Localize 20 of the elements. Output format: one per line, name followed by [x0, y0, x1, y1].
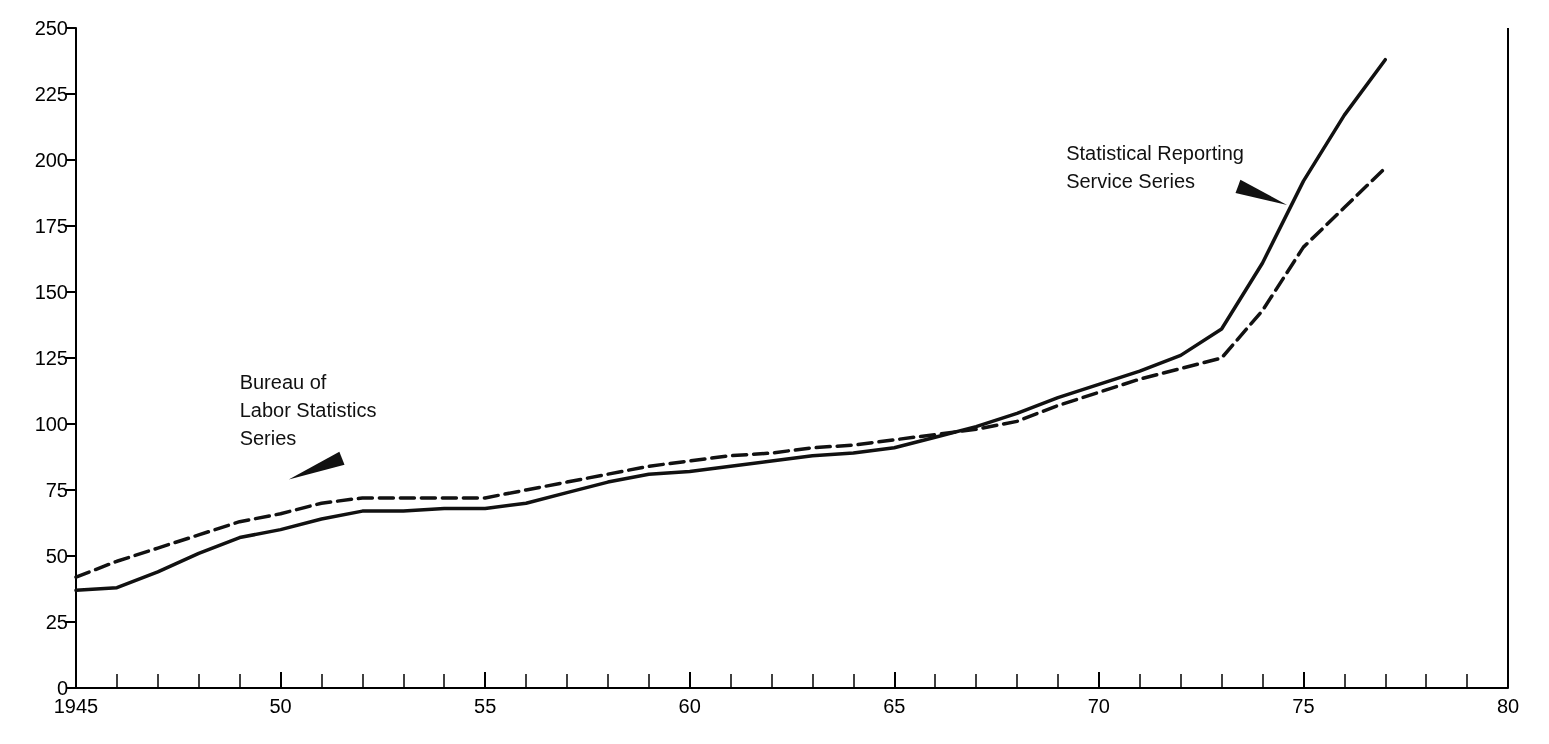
- y-tick-label: 75: [45, 479, 68, 501]
- y-tick-label: 250: [34, 17, 68, 39]
- y-tick-label: 225: [34, 83, 68, 105]
- y-tick-label: 25: [45, 611, 68, 633]
- y-tick-label: 150: [34, 281, 68, 303]
- x-tick-label: 70: [1087, 695, 1110, 717]
- text: Bureau of Labor Statistics Series: [239, 371, 377, 450]
- x-tick-label: 60: [678, 695, 701, 717]
- y-tick-label: 200: [34, 149, 68, 171]
- x-tick-label: 75: [1292, 695, 1315, 717]
- x-tick-label: 80: [1496, 695, 1520, 717]
- y-tick-label: 50: [45, 545, 68, 567]
- line-series: [74, 57, 1388, 593]
- y-tick-label: 125: [34, 347, 68, 369]
- text: Statistical Reporting Service Series: [1066, 141, 1244, 192]
- y-tick-label: 100: [34, 413, 68, 435]
- x-tick-label: 65: [883, 695, 906, 717]
- x-tick-label: 50: [269, 695, 292, 717]
- x-tick-label: 55: [474, 695, 497, 717]
- y-tick-label: 175: [34, 215, 68, 237]
